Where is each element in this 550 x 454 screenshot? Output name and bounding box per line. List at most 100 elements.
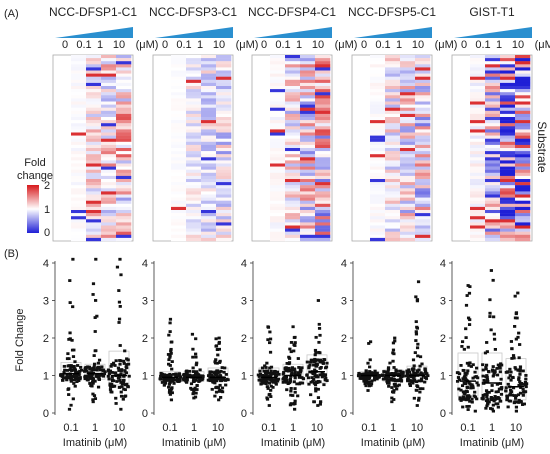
heatmap-cell [171, 135, 187, 139]
data-point [415, 326, 420, 330]
data-point [193, 386, 197, 390]
heatmap-cell [485, 55, 501, 59]
data-point [460, 345, 464, 348]
heatmap-cell [116, 98, 132, 102]
heatmap-cell [101, 55, 117, 59]
heatmap-cell [71, 200, 87, 204]
data-point [312, 400, 316, 404]
data-point [458, 397, 462, 401]
heatmap-cell [400, 120, 416, 124]
heatmap-cell [86, 182, 102, 186]
heatmap-cell [201, 132, 217, 136]
data-point [97, 358, 102, 362]
dose-label: 0.1 [275, 39, 290, 51]
heatmap-cell [515, 73, 531, 77]
heatmap-cell [285, 89, 301, 93]
heatmap-cell [515, 138, 531, 142]
heatmap-cell [500, 166, 516, 170]
data-point [107, 377, 111, 381]
data-point [524, 377, 528, 381]
data-point [484, 380, 488, 384]
data-point [214, 337, 218, 341]
heatmap-cell [201, 76, 217, 80]
heatmap-cell [415, 182, 431, 186]
data-point [407, 368, 411, 372]
heatmap-cell [186, 64, 202, 68]
heatmap-cell [315, 135, 331, 139]
data-point [272, 378, 276, 381]
data-point [266, 374, 270, 378]
data-point [84, 369, 89, 373]
heatmap-cell [400, 61, 416, 65]
data-point [464, 373, 468, 377]
x-tick-label: 0.1 [361, 422, 376, 434]
heatmap-cell [415, 169, 431, 173]
heatmap-cell [216, 135, 232, 139]
heatmap-cell [370, 182, 386, 186]
heatmap-cell [71, 101, 87, 105]
heatmap-cell [400, 64, 416, 68]
heatmap-cell [116, 219, 132, 223]
heatmap-cell [101, 188, 117, 192]
heatmap-cell [86, 213, 102, 217]
data-point [466, 316, 471, 320]
heatmap-cell [86, 61, 102, 65]
data-point [465, 386, 470, 389]
heatmap-cell [171, 148, 187, 152]
data-point [168, 317, 173, 321]
data-point [368, 340, 373, 344]
heatmap-cell [485, 216, 501, 220]
heatmap-cell [201, 154, 217, 158]
heatmap-panels: NCC-DFSP1-C10 0.1 1 10 (μM)NCC-DFSP3-C10 0.1 1… [49, 5, 550, 242]
heatmap-cell [400, 110, 416, 115]
heatmap-cell [485, 76, 501, 80]
heatmap-cell [485, 151, 501, 155]
data-point [122, 378, 126, 382]
heatmap-cell [201, 86, 217, 90]
heatmap-cell [385, 73, 401, 77]
heatmap-cell [515, 194, 531, 198]
data-point [481, 368, 485, 372]
data-point [68, 279, 72, 282]
data-point [276, 377, 281, 381]
heatmap-cell [515, 160, 531, 164]
heatmap-cell [201, 172, 217, 177]
heatmap-cell [370, 82, 386, 87]
heatmap-cell [71, 228, 87, 232]
heatmap-cell [71, 163, 87, 167]
heatmap-cell [216, 175, 232, 180]
heatmap-cell [270, 82, 286, 87]
data-point [401, 372, 405, 375]
heatmap-cell [201, 237, 217, 242]
data-point [492, 332, 496, 336]
heatmap-cell [315, 126, 331, 130]
data-point [415, 346, 420, 350]
heatmap-cell [101, 104, 117, 108]
heatmap-cell [400, 185, 416, 189]
heatmap-cell [485, 135, 501, 139]
heatmap-cell [71, 129, 87, 133]
data-point [100, 365, 104, 369]
data-point [119, 407, 123, 411]
data-point [411, 369, 415, 373]
heatmap-cell [186, 89, 202, 93]
data-point [473, 390, 477, 394]
data-point [291, 394, 295, 397]
x-tick-label: 10 [212, 422, 224, 434]
heatmap-cell [400, 141, 416, 146]
data-point [491, 278, 495, 282]
data-point [518, 343, 522, 346]
data-point [481, 374, 485, 378]
heatmap-cell [415, 185, 431, 189]
heatmap-cell [86, 82, 102, 87]
data-point [159, 374, 163, 378]
heatmap-cell [270, 225, 286, 229]
data-point [79, 365, 83, 369]
data-point [162, 383, 166, 387]
data-point [485, 350, 489, 354]
heatmap-cell [385, 157, 401, 161]
heatmap-cell [270, 129, 286, 133]
heatmap-cell [485, 228, 501, 232]
data-point [499, 392, 504, 396]
